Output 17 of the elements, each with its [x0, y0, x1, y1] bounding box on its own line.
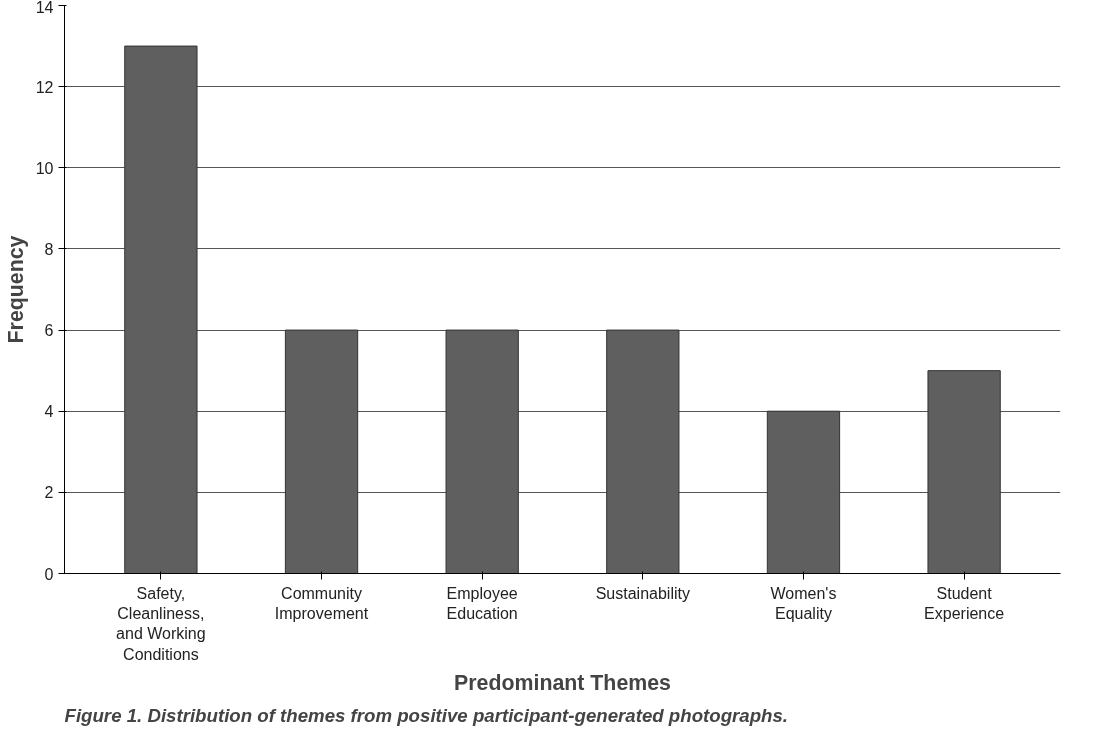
caption: Figure 1. Distribution of themes from positive participant-generated photographs.	[64, 704, 789, 726]
y-tick-label: 6	[44, 322, 54, 340]
x-tick-label: Student Experience	[924, 584, 1005, 622]
x-tick-label: Employee Education	[446, 584, 518, 622]
y-tick-label: 2	[44, 484, 54, 502]
x-tick-label: Safety, Cleanliness, and Working Conditions	[116, 584, 206, 663]
y-tick-label: 12	[35, 78, 54, 96]
y-axis-title: Frequency	[3, 235, 28, 344]
x-tick-label: Sustainability	[595, 584, 690, 602]
y-tick-label: 10	[35, 159, 54, 177]
x-tick-label: Community Improvement	[274, 584, 369, 622]
x-axis-title: Predominant Themes	[454, 670, 671, 695]
y-tick-label: 8	[44, 240, 54, 258]
y-tick-label: 14	[35, 0, 54, 16]
y-tick-label: 0	[44, 565, 54, 583]
y-tick-label: 4	[44, 403, 54, 421]
x-tick-label: Women's Equality	[770, 584, 837, 622]
